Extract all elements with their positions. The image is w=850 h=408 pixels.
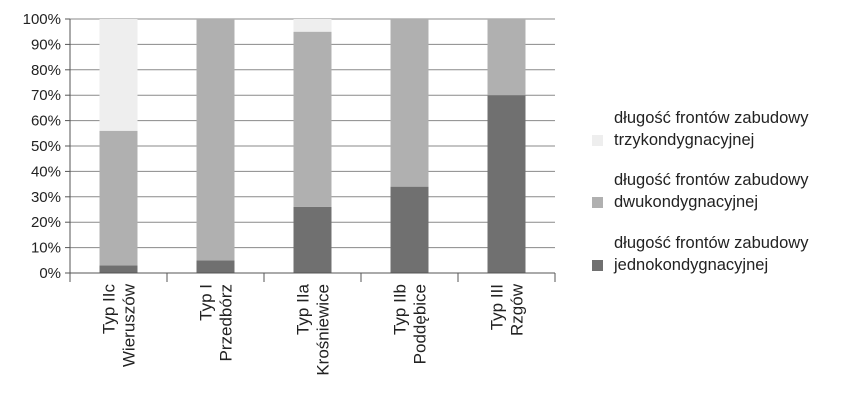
legend-label-line: długość frontów zabudowy	[614, 109, 809, 127]
bar-segment	[487, 95, 526, 273]
y-tick-label: 70%	[31, 87, 61, 104]
legend-label: długość frontów zabudowy trzykondygnacyjn…	[614, 107, 850, 151]
y-tick-label: 60%	[31, 113, 61, 130]
x-category-label: Typ IIb	[391, 284, 410, 335]
x-category-label: Krośniewice	[314, 284, 333, 376]
bar-segment	[99, 265, 138, 273]
bars	[99, 19, 526, 273]
y-tick-label: 20%	[31, 214, 61, 231]
x-category-label: Typ I	[197, 284, 216, 321]
y-tick-label: 80%	[31, 62, 61, 79]
y-tick-label: 30%	[31, 189, 61, 206]
x-category-label: Typ IIa	[294, 283, 313, 335]
x-category-label: Przedbórz	[217, 284, 236, 361]
y-tick-label: 40%	[31, 163, 61, 180]
y-tick-label: 50%	[31, 138, 61, 155]
y-tick-label: 0%	[39, 265, 61, 282]
bar-segment	[196, 19, 235, 261]
axes	[65, 18, 556, 282]
bar-segment	[390, 186, 429, 273]
x-category-label: Poddębice	[411, 284, 430, 364]
bar-segment	[293, 19, 332, 32]
x-category-label: Typ III	[488, 284, 507, 330]
legend-swatch	[592, 260, 603, 271]
legend-swatch	[592, 135, 603, 146]
bar-segment	[99, 130, 138, 266]
bar-segment	[99, 19, 138, 131]
legend-label: długość frontów zabudowy dwukondygnacyjne…	[614, 169, 850, 213]
bar-segment	[487, 19, 526, 96]
y-tick-label: 10%	[31, 240, 61, 257]
x-axis-category-labels: Typ IIc Wieruszów Typ I Przedbórz Typ IIa Kro…	[100, 283, 527, 375]
x-category-label: Typ IIc	[100, 284, 119, 335]
legend-label-line: długość frontów zabudowy	[614, 234, 809, 252]
bar-segment	[196, 260, 235, 273]
bar-segment	[293, 206, 332, 273]
x-category-label: Wieruszów	[120, 283, 139, 367]
legend-label-line: długość frontów zabudowy	[614, 171, 809, 189]
legend-label-line: jednokondygnacyjnej	[614, 256, 769, 274]
bar-segment	[390, 19, 429, 187]
y-tick-label: 90%	[31, 36, 61, 53]
y-tick-label: 100%	[23, 11, 61, 28]
x-category-label: Rzgów	[508, 283, 527, 336]
legend-swatch	[592, 197, 603, 208]
bar-segment	[293, 31, 332, 207]
legend-label-line: dwukondygnacyjnej	[614, 193, 759, 211]
legend-label: długość frontów zabudowy jednokondygnacyj…	[614, 232, 850, 276]
legend-label-line: trzykondygnacyjnej	[614, 131, 755, 149]
y-axis-tick-labels: 0% 10% 20% 30% 40% 50% 60% 70% 80% 90% 100%	[23, 11, 61, 282]
